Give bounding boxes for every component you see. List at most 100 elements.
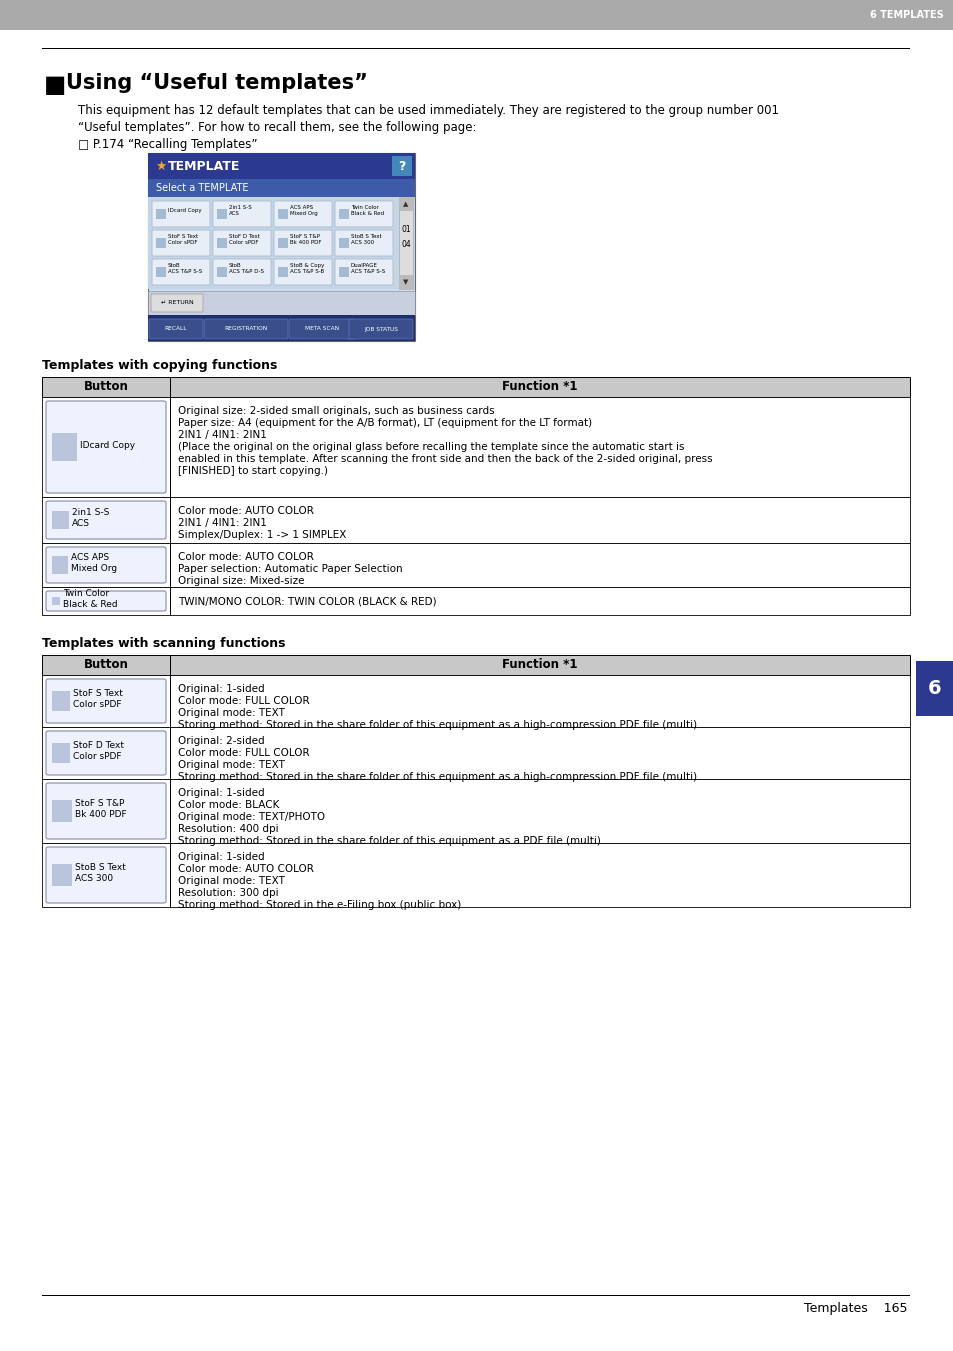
Text: ↵ RETURN: ↵ RETURN bbox=[160, 300, 193, 305]
Bar bbox=[148, 290, 415, 315]
Text: StoB S Text
ACS 300: StoB S Text ACS 300 bbox=[351, 234, 381, 245]
Text: RECALL: RECALL bbox=[165, 327, 187, 331]
Text: StoB
ACS T&P D-S: StoB ACS T&P D-S bbox=[229, 263, 264, 274]
Text: JOB STATUS: JOB STATUS bbox=[364, 327, 397, 331]
Bar bbox=[148, 197, 415, 289]
Bar bbox=[216, 267, 227, 277]
Text: Storing method: Stored in the share folder of this equipment as a PDF file (mult: Storing method: Stored in the share fold… bbox=[178, 836, 600, 846]
FancyBboxPatch shape bbox=[46, 784, 166, 839]
Text: Templates with scanning functions: Templates with scanning functions bbox=[42, 638, 285, 650]
Text: 2IN1 / 4IN1: 2IN1: 2IN1 / 4IN1: 2IN1 bbox=[178, 517, 267, 528]
Bar bbox=[216, 238, 227, 249]
Text: StoB & Copy
ACS T&P S-B: StoB & Copy ACS T&P S-B bbox=[290, 263, 324, 274]
Text: StoF S Text
Color sPDF: StoF S Text Color sPDF bbox=[168, 234, 198, 245]
Text: [FINISHED] to start copying.): [FINISHED] to start copying.) bbox=[178, 466, 328, 476]
FancyBboxPatch shape bbox=[46, 847, 166, 902]
Bar bbox=[156, 267, 166, 277]
Bar bbox=[148, 178, 415, 197]
Text: Storing method: Stored in the e-Filing box (public box): Storing method: Stored in the e-Filing b… bbox=[178, 900, 460, 911]
Bar bbox=[52, 511, 69, 530]
Text: Storing method: Stored in the share folder of this equipment as a high-compressi: Storing method: Stored in the share fold… bbox=[178, 771, 697, 782]
Text: Original mode: TEXT: Original mode: TEXT bbox=[178, 761, 285, 770]
Text: ★: ★ bbox=[154, 159, 166, 173]
Text: Color mode: AUTO COLOR: Color mode: AUTO COLOR bbox=[178, 865, 314, 874]
Text: Resolution: 400 dpi: Resolution: 400 dpi bbox=[178, 824, 278, 834]
Bar bbox=[398, 276, 413, 289]
Text: StoB
ACS T&P S-S: StoB ACS T&P S-S bbox=[168, 263, 202, 274]
Bar bbox=[156, 238, 166, 249]
Text: StoF D Text
Color sPDF: StoF D Text Color sPDF bbox=[229, 234, 259, 245]
FancyBboxPatch shape bbox=[335, 201, 393, 227]
Text: 2IN1 / 4IN1: 2IN1: 2IN1 / 4IN1: 2IN1 bbox=[178, 430, 267, 440]
FancyBboxPatch shape bbox=[213, 230, 271, 255]
Bar bbox=[0, 0, 953, 30]
Bar bbox=[148, 315, 415, 340]
Bar bbox=[42, 543, 909, 586]
Text: StoF S Text
Color sPDF: StoF S Text Color sPDF bbox=[73, 689, 123, 709]
Bar bbox=[42, 676, 909, 727]
Text: Select a TEMPLATE: Select a TEMPLATE bbox=[156, 182, 248, 193]
Text: (Place the original on the original glass before recalling the template since th: (Place the original on the original glas… bbox=[178, 442, 684, 453]
Bar bbox=[52, 557, 68, 574]
FancyBboxPatch shape bbox=[335, 259, 393, 285]
Text: 2in1 S-S
ACS: 2in1 S-S ACS bbox=[71, 508, 109, 528]
Text: Function *1: Function *1 bbox=[501, 658, 578, 671]
Bar bbox=[42, 843, 909, 907]
Text: StoF S T&P
Bk 400 PDF: StoF S T&P Bk 400 PDF bbox=[290, 234, 321, 245]
Text: Original mode: TEXT: Original mode: TEXT bbox=[178, 708, 285, 717]
FancyBboxPatch shape bbox=[213, 201, 271, 227]
FancyBboxPatch shape bbox=[46, 731, 166, 775]
Bar bbox=[392, 155, 412, 176]
Text: ACS APS
Mixed Org: ACS APS Mixed Org bbox=[71, 553, 117, 573]
FancyBboxPatch shape bbox=[46, 547, 166, 584]
Bar bbox=[398, 197, 413, 289]
Text: Original: 1-sided: Original: 1-sided bbox=[178, 788, 264, 798]
Bar bbox=[398, 197, 413, 211]
Bar bbox=[42, 727, 909, 780]
Text: StoB S Text
ACS 300: StoB S Text ACS 300 bbox=[74, 863, 126, 884]
FancyBboxPatch shape bbox=[149, 319, 203, 339]
Text: 01: 01 bbox=[401, 226, 411, 234]
Bar bbox=[338, 209, 349, 219]
Text: □ P.174 “Recalling Templates”: □ P.174 “Recalling Templates” bbox=[78, 138, 257, 151]
Text: Twin Color
Black & Red: Twin Color Black & Red bbox=[351, 205, 384, 216]
Text: ?: ? bbox=[398, 159, 405, 173]
Bar bbox=[52, 800, 71, 821]
Text: Original: 1-sided: Original: 1-sided bbox=[178, 852, 264, 862]
Text: 04: 04 bbox=[401, 240, 411, 249]
FancyBboxPatch shape bbox=[46, 590, 166, 611]
Bar bbox=[42, 655, 909, 676]
Text: Simplex/Duplex: 1 -> 1 SIMPLEX: Simplex/Duplex: 1 -> 1 SIMPLEX bbox=[178, 530, 346, 540]
FancyBboxPatch shape bbox=[151, 295, 203, 312]
FancyBboxPatch shape bbox=[46, 501, 166, 539]
Bar bbox=[52, 597, 60, 605]
Bar bbox=[42, 780, 909, 843]
Bar bbox=[915, 661, 953, 716]
Text: Color mode: FULL COLOR: Color mode: FULL COLOR bbox=[178, 748, 310, 758]
FancyBboxPatch shape bbox=[152, 230, 210, 255]
FancyBboxPatch shape bbox=[274, 201, 332, 227]
Bar bbox=[42, 47, 909, 49]
Bar bbox=[156, 209, 166, 219]
Text: Templates with copying functions: Templates with copying functions bbox=[42, 359, 277, 372]
Text: Button: Button bbox=[84, 381, 129, 393]
Bar bbox=[42, 586, 909, 615]
Text: 6: 6 bbox=[927, 680, 941, 698]
Text: enabled in this template. After scanning the front side and then the back of the: enabled in this template. After scanning… bbox=[178, 454, 712, 463]
Text: ■: ■ bbox=[44, 73, 67, 97]
FancyBboxPatch shape bbox=[152, 201, 210, 227]
Text: Original mode: TEXT/PHOTO: Original mode: TEXT/PHOTO bbox=[178, 812, 325, 821]
Bar bbox=[52, 690, 70, 711]
Bar bbox=[148, 153, 415, 340]
Text: Using “Useful templates”: Using “Useful templates” bbox=[66, 73, 368, 93]
Text: “Useful templates”. For how to recall them, see the following page:: “Useful templates”. For how to recall th… bbox=[78, 122, 476, 134]
Bar bbox=[148, 153, 415, 178]
Text: META SCAN: META SCAN bbox=[305, 327, 338, 331]
FancyBboxPatch shape bbox=[274, 230, 332, 255]
Text: 6 TEMPLATES: 6 TEMPLATES bbox=[869, 9, 943, 20]
Bar bbox=[277, 267, 288, 277]
FancyBboxPatch shape bbox=[213, 259, 271, 285]
Bar bbox=[52, 434, 77, 461]
Bar bbox=[338, 238, 349, 249]
Text: TEMPLATE: TEMPLATE bbox=[168, 159, 240, 173]
